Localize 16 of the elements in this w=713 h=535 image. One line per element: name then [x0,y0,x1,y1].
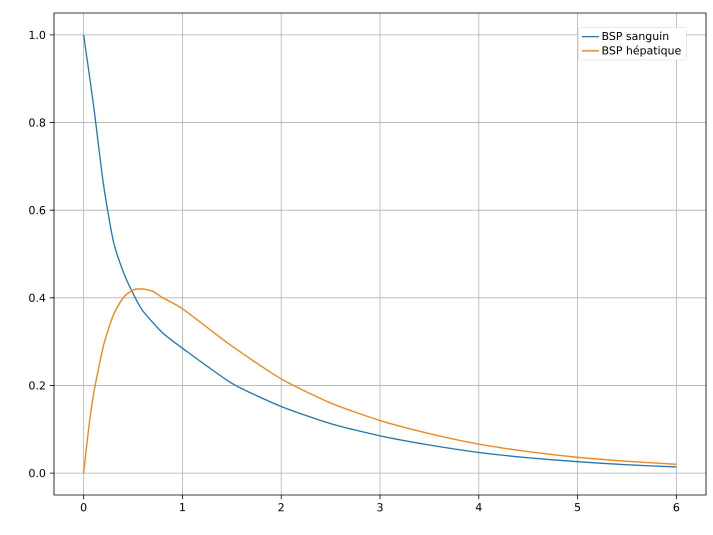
legend-label: BSP sanguin [602,32,668,42]
x-tick-label: 5 [574,503,580,512]
y-tick-label: 0.2 [29,381,45,390]
x-tick-label: 1 [180,503,185,512]
legend-label: BSP hépatique [602,46,681,57]
x-tick-label: 6 [674,503,680,512]
line-series [82,288,678,474]
y-tick-label: 0.6 [29,206,46,214]
x-tick-label: 4 [476,503,482,512]
x-tick-label: 0 [80,503,86,512]
y-tick-label: 1.0 [30,30,46,40]
y-tick-label: 0.4 [29,294,46,302]
x-tick-label: 3 [377,503,383,512]
x-tick-label: 2 [278,503,284,512]
y-tick-label: 0.0 [29,468,46,478]
y-tick-label: 0.8 [29,118,46,127]
